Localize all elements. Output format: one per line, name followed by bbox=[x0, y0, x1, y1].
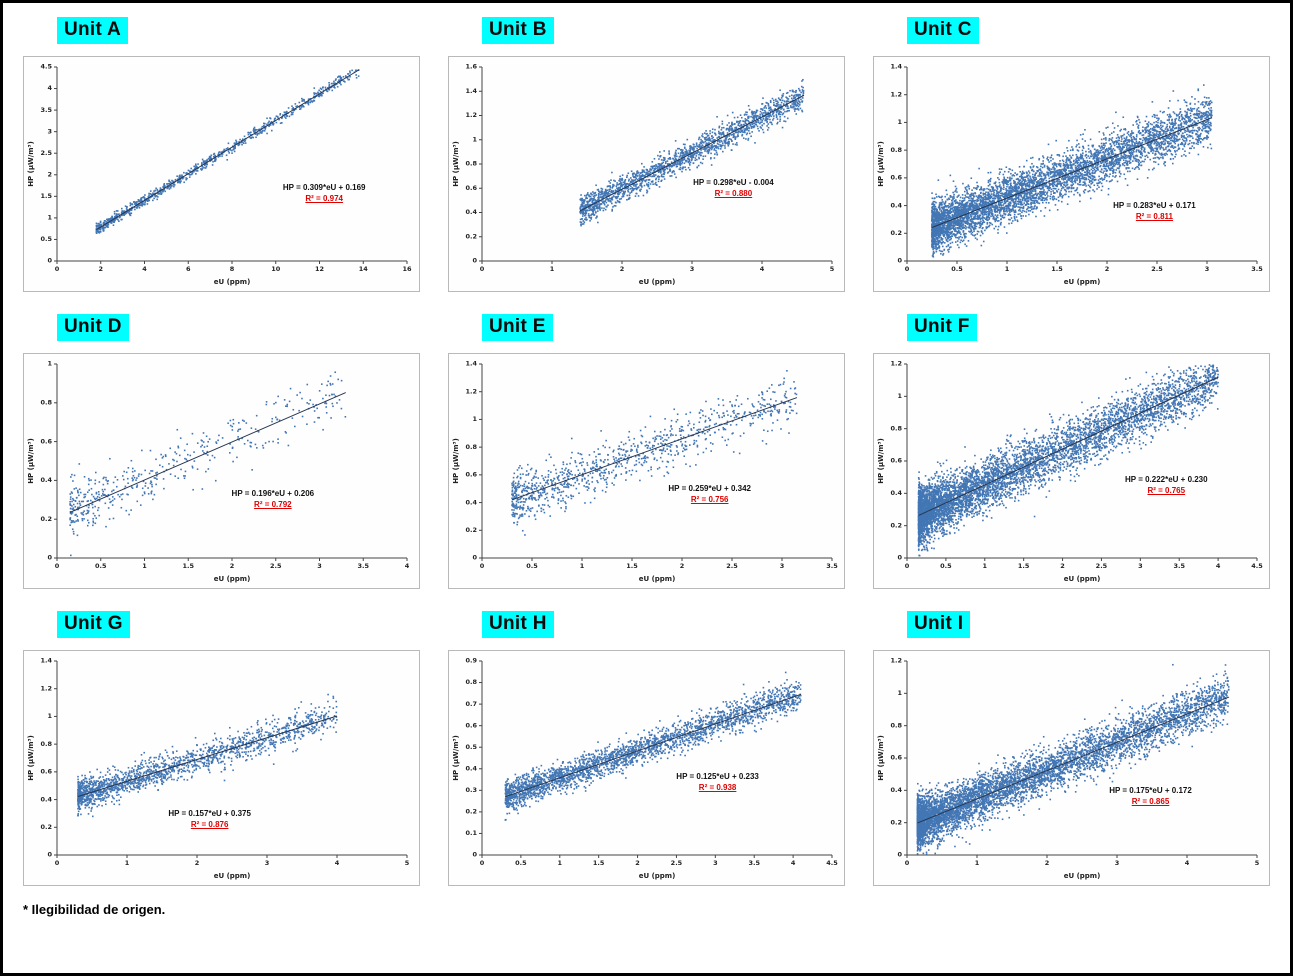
chart-title-unit-b: Unit B bbox=[482, 17, 554, 44]
chart-panel-unit-d: Unit D HP = 0.196*eU + 0.206 R² = 0.792 bbox=[23, 314, 420, 589]
scatter-chart-unit-h: HP = 0.125*eU + 0.233 R² = 0.938 bbox=[448, 650, 845, 886]
panel-title-row: Unit B bbox=[482, 17, 845, 47]
chart-panel-unit-g: Unit G HP = 0.157*eU + 0.375 R² = 0.876 bbox=[23, 611, 420, 886]
chart-panel-unit-i: Unit I HP = 0.175*eU + 0.172 R² = 0.865 bbox=[873, 611, 1270, 886]
panel-title-row: Unit F bbox=[907, 314, 1270, 344]
panel-title-row: Unit D bbox=[57, 314, 420, 344]
chart-panel-unit-e: Unit E HP = 0.259*eU + 0.342 R² = 0.756 bbox=[448, 314, 845, 589]
scatter-chart-unit-a: HP = 0.309*eU + 0.169 R² = 0.974 bbox=[23, 56, 420, 292]
scatter-canvas-unit-c bbox=[874, 57, 1269, 291]
scatter-canvas-unit-g bbox=[24, 651, 419, 885]
scatter-canvas-unit-i bbox=[874, 651, 1269, 885]
scatter-chart-unit-i: HP = 0.175*eU + 0.172 R² = 0.865 bbox=[873, 650, 1270, 886]
scatter-canvas-unit-a bbox=[24, 57, 419, 291]
chart-title-unit-e: Unit E bbox=[482, 314, 553, 341]
panel-title-row: Unit E bbox=[482, 314, 845, 344]
scatter-canvas-unit-b bbox=[449, 57, 844, 291]
panel-title-row: Unit I bbox=[907, 611, 1270, 641]
scatter-canvas-unit-f bbox=[874, 354, 1269, 588]
scatter-chart-unit-f: HP = 0.222*eU + 0.230 R² = 0.765 bbox=[873, 353, 1270, 589]
chart-panel-unit-b: Unit B HP = 0.298*eU - 0.004 R² = 0.880 bbox=[448, 17, 845, 292]
scatter-chart-unit-d: HP = 0.196*eU + 0.206 R² = 0.792 bbox=[23, 353, 420, 589]
chart-title-unit-h: Unit H bbox=[482, 611, 554, 638]
scatter-chart-unit-e: HP = 0.259*eU + 0.342 R² = 0.756 bbox=[448, 353, 845, 589]
source-footnote: * Ilegibilidad de origen. bbox=[23, 902, 166, 917]
panel-title-row: Unit C bbox=[907, 17, 1270, 47]
panel-title-row: Unit A bbox=[57, 17, 420, 47]
panel-title-row: Unit G bbox=[57, 611, 420, 641]
scatter-canvas-unit-e bbox=[449, 354, 844, 588]
scatter-chart-unit-b: HP = 0.298*eU - 0.004 R² = 0.880 bbox=[448, 56, 845, 292]
chart-title-unit-f: Unit F bbox=[907, 314, 977, 341]
scatter-canvas-unit-h bbox=[449, 651, 844, 885]
chart-panel-unit-h: Unit H HP = 0.125*eU + 0.233 R² = 0.938 bbox=[448, 611, 845, 886]
charts-grid: Unit A HP = 0.309*eU + 0.169 R² = 0.974 … bbox=[23, 17, 1270, 886]
chart-panel-unit-a: Unit A HP = 0.309*eU + 0.169 R² = 0.974 bbox=[23, 17, 420, 292]
chart-title-unit-a: Unit A bbox=[57, 17, 129, 44]
scatter-chart-unit-c: HP = 0.283*eU + 0.171 R² = 0.811 bbox=[873, 56, 1270, 292]
panel-title-row: Unit H bbox=[482, 611, 845, 641]
chart-panel-unit-c: Unit C HP = 0.283*eU + 0.171 R² = 0.811 bbox=[873, 17, 1270, 292]
scatter-canvas-unit-d bbox=[24, 354, 419, 588]
chart-title-unit-d: Unit D bbox=[57, 314, 129, 341]
chart-title-unit-g: Unit G bbox=[57, 611, 130, 638]
scatter-chart-unit-g: HP = 0.157*eU + 0.375 R² = 0.876 bbox=[23, 650, 420, 886]
chart-title-unit-i: Unit I bbox=[907, 611, 971, 638]
chart-title-unit-c: Unit C bbox=[907, 17, 979, 44]
chart-panel-unit-f: Unit F HP = 0.222*eU + 0.230 R² = 0.765 bbox=[873, 314, 1270, 589]
